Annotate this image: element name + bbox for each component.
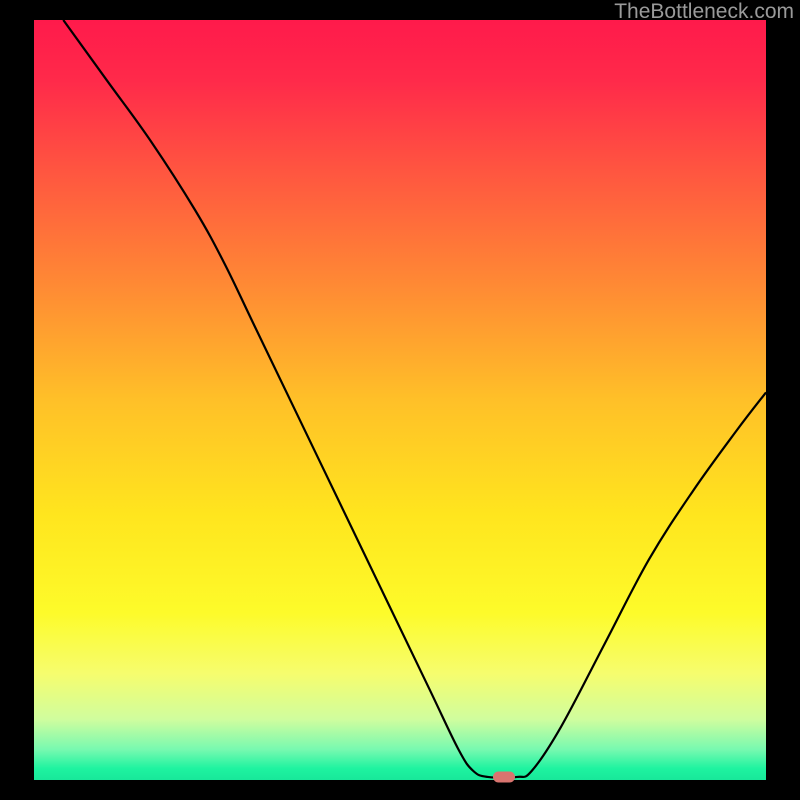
chart-container: TheBottleneck.com bbox=[0, 0, 800, 800]
plot-area bbox=[34, 20, 766, 780]
watermark-text: TheBottleneck.com bbox=[614, 0, 794, 24]
bottleneck-curve bbox=[34, 20, 766, 780]
optimal-marker bbox=[493, 771, 515, 782]
